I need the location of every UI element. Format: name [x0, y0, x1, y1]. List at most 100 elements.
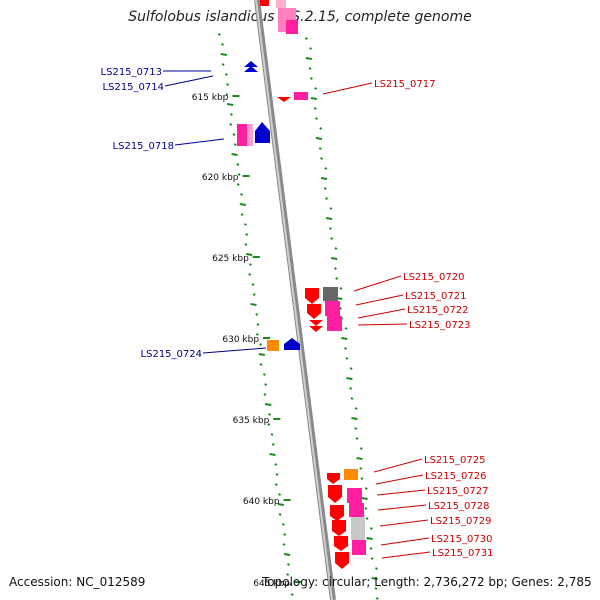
label-leaders — [163, 70, 431, 559]
gene-arrow-0720-b — [307, 304, 321, 319]
gc-dash — [231, 153, 238, 156]
gene-label[interactable]: LS215_0726 — [425, 471, 486, 482]
gc-dash — [364, 507, 368, 510]
gc-dash — [304, 37, 308, 40]
gene-label[interactable]: LS215_0714 — [103, 82, 164, 93]
gc-dash — [286, 563, 290, 566]
gene-label[interactable]: LS215_0730 — [431, 534, 492, 545]
leader-line — [357, 323, 408, 326]
gene-arrow-0729 — [334, 536, 348, 551]
gene-arrow-0728 — [332, 520, 346, 536]
gc-dash — [309, 77, 313, 80]
gc-dash — [329, 207, 333, 210]
gene-label[interactable]: LS215_0729 — [430, 516, 491, 527]
gc-dash — [237, 173, 241, 176]
tick-label: 640 kbp — [243, 497, 280, 507]
gc-dash — [374, 587, 378, 590]
gc-dash — [252, 293, 256, 296]
forward-genes — [277, 92, 366, 569]
gc-dash — [239, 203, 247, 206]
gene-block-0721 — [325, 301, 340, 316]
gc-dash — [351, 417, 358, 420]
gc-dash — [305, 57, 313, 60]
gc-dash — [346, 377, 353, 380]
gc-dash — [333, 267, 337, 270]
gc-dash — [227, 103, 234, 106]
gc-dash — [217, 33, 221, 36]
gc-dash — [244, 243, 248, 246]
gene-label[interactable]: LS215_0723 — [409, 320, 470, 331]
forward-gene-labels: LS215_0717 LS215_0720 LS215_0721 LS215_0722… — [374, 79, 493, 559]
map-title: Sulfolobus islandicus L.S.2.15, complete… — [128, 9, 472, 25]
gene-label[interactable]: LS215_0720 — [403, 272, 464, 283]
gc-dash — [229, 123, 233, 126]
leader-line — [380, 537, 430, 546]
gene-label[interactable]: LS215_0724 — [141, 349, 202, 360]
cds-block — [286, 20, 298, 34]
gene-arrow-0730 — [335, 552, 349, 569]
gc-dash — [328, 227, 332, 230]
leader-line — [164, 75, 214, 87]
gc-dash — [232, 133, 236, 136]
gc-dash — [275, 473, 279, 476]
gene-arrow-0714 — [244, 66, 258, 72]
gc-dash — [250, 303, 257, 306]
gene-label[interactable]: LS215_0717 — [374, 79, 435, 90]
gene-block-0720 — [323, 287, 338, 301]
gc-dash — [320, 177, 328, 180]
gc-dash — [248, 273, 252, 276]
gene-label[interactable]: LS215_0728 — [428, 501, 489, 512]
gc-dash — [331, 257, 338, 260]
leader-line — [381, 551, 431, 559]
tick-label: 630 kbp — [222, 335, 259, 345]
gc-dash — [226, 83, 230, 86]
gc-dash — [335, 277, 339, 280]
gc-dash — [375, 597, 379, 600]
gc-dash — [246, 253, 253, 256]
gc-dash — [361, 497, 368, 500]
gene-block-0729 — [351, 517, 365, 540]
leader-line — [379, 519, 429, 527]
gene-block-0728 — [349, 503, 364, 517]
gc-dash — [369, 527, 373, 530]
gc-dash — [221, 63, 225, 66]
gc-dash — [240, 193, 244, 196]
gene-label[interactable]: LS215_0713 — [101, 67, 162, 78]
gc-dash — [265, 403, 272, 406]
gc-content-track — [217, 33, 379, 600]
gc-dash — [283, 533, 287, 536]
gene-label[interactable]: LS215_0731 — [432, 548, 493, 559]
leader-line — [357, 308, 406, 319]
gc-dash — [278, 513, 282, 516]
gc-dash — [269, 453, 276, 456]
gc-dash — [255, 313, 259, 316]
gc-dash — [325, 197, 329, 200]
gc-dash — [366, 537, 373, 540]
gene-arrow-0724-b — [284, 338, 300, 350]
gc-dash — [369, 547, 373, 550]
gc-dash — [220, 53, 228, 56]
gene-label[interactable]: LS215_0727 — [427, 486, 488, 497]
gc-dash — [224, 73, 228, 76]
gc-dash — [318, 147, 322, 150]
gc-dash — [243, 223, 247, 226]
gc-dash — [344, 347, 348, 350]
gc-dash — [281, 523, 285, 526]
gc-dash — [330, 237, 334, 240]
gc-dash — [349, 387, 353, 390]
gc-dash — [314, 87, 318, 90]
gene-label[interactable]: LS215_0718 — [113, 141, 174, 152]
gc-dash — [371, 577, 378, 580]
gene-arrow-0720-c — [309, 320, 323, 326]
gene-arrow-0718 — [255, 122, 270, 143]
gc-dash — [319, 127, 323, 130]
gc-dash — [313, 107, 317, 110]
gc-dash — [354, 427, 358, 430]
gc-dash — [236, 163, 240, 166]
gene-label[interactable]: LS215_0721 — [405, 291, 466, 302]
gene-label[interactable]: LS215_0722 — [407, 305, 468, 316]
gene-label[interactable]: LS215_0725 — [424, 455, 485, 466]
gc-dash — [284, 553, 291, 556]
gc-dash — [341, 337, 348, 340]
